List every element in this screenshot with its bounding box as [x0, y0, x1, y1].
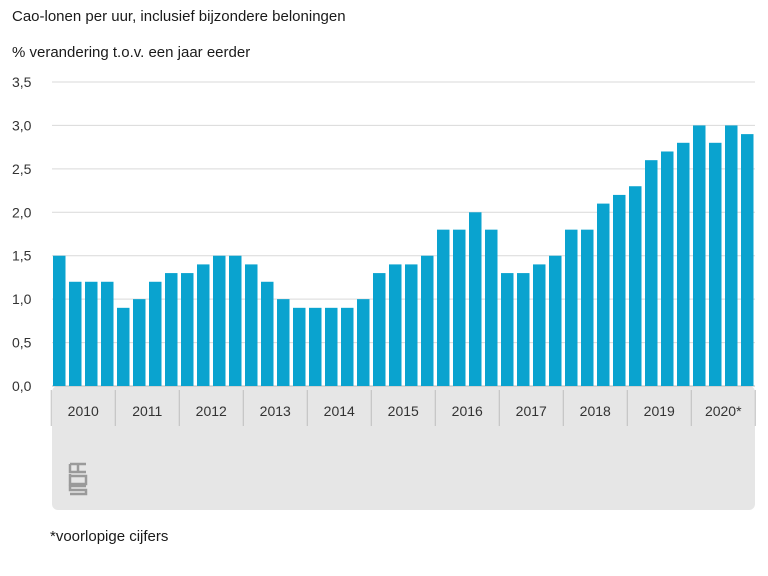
x-year-label: 2016 [452, 403, 483, 419]
bar [53, 255, 66, 386]
bar [245, 264, 258, 386]
bar [341, 307, 354, 386]
bar [725, 125, 738, 386]
bar [229, 255, 242, 386]
bar [421, 255, 434, 386]
x-year-label: 2017 [516, 403, 547, 419]
bar [197, 264, 210, 386]
bar [149, 281, 162, 386]
bar [357, 299, 370, 386]
y-tick-label: 2,5 [12, 161, 32, 177]
y-tick-label: 1,5 [12, 248, 32, 264]
y-tick-label: 1,0 [12, 291, 32, 307]
x-year-label: 2018 [580, 403, 611, 419]
bar [309, 307, 322, 386]
footnote: *voorlopige cijfers [50, 528, 169, 545]
bar [629, 186, 642, 386]
bar [501, 273, 514, 386]
x-year-labels: 2010 2011 2012 2013 2014 2015 2016 2017 2018 2019… [50, 390, 756, 426]
bar [437, 229, 450, 386]
bar [709, 142, 722, 386]
bar [117, 307, 130, 386]
chart-ylabel: % verandering t.o.v. een jaar eerder [12, 44, 251, 61]
bar [261, 281, 274, 386]
bar [693, 125, 706, 386]
bar [517, 273, 530, 386]
x-year-label: 2012 [196, 403, 227, 419]
bars [53, 125, 754, 386]
x-year-label: 2019 [644, 403, 675, 419]
bar [645, 160, 658, 386]
bar [469, 212, 482, 386]
chart-title: Cao-lonen per uur, inclusief bijzondere … [12, 8, 346, 25]
x-year-label: 2014 [324, 403, 355, 419]
bar [581, 229, 594, 386]
bar [277, 299, 290, 386]
y-tick-labels: 0,0 0,5 1,0 1,5 2,0 2,5 3,0 3,5 [12, 74, 32, 394]
bar [597, 203, 610, 386]
bar [69, 281, 82, 386]
bar [613, 194, 626, 386]
bar [741, 134, 754, 386]
bar [565, 229, 578, 386]
bar [677, 142, 690, 386]
bar [485, 229, 498, 386]
x-year-label: 2020* [705, 403, 742, 419]
y-tick-label: 3,5 [12, 74, 32, 90]
x-year-label: 2010 [68, 403, 99, 419]
bar [661, 151, 674, 386]
bar [549, 255, 562, 386]
y-tick-label: 2,0 [12, 204, 32, 220]
bar [293, 307, 306, 386]
bar [405, 264, 418, 386]
bar [181, 273, 194, 386]
x-axis-band [52, 386, 755, 510]
y-tick-label: 0,0 [12, 378, 32, 394]
x-year-label: 2015 [388, 403, 419, 419]
x-year-label: 2011 [132, 403, 162, 419]
bar [325, 307, 338, 386]
bar [389, 264, 402, 386]
cbs-logo [68, 462, 88, 496]
bar [133, 299, 146, 386]
bar [533, 264, 546, 386]
bar [165, 273, 178, 386]
bar [453, 229, 466, 386]
bar [85, 281, 98, 386]
y-tick-label: 3,0 [12, 117, 32, 133]
bar [373, 273, 386, 386]
bar [213, 255, 226, 386]
x-year-label: 2013 [260, 403, 291, 419]
bar [101, 281, 114, 386]
y-tick-label: 0,5 [12, 335, 32, 351]
